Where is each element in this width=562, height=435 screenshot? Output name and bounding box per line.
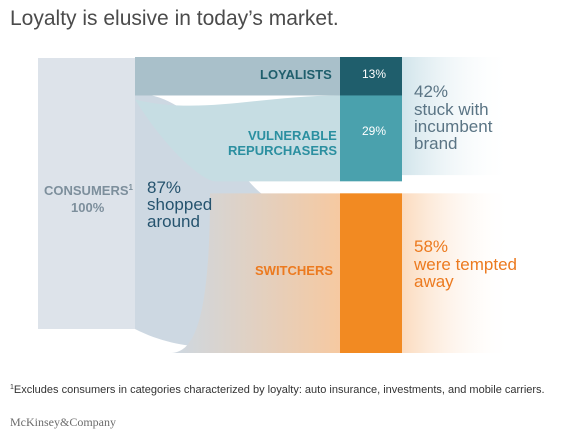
- tempted-line2: away: [414, 272, 454, 291]
- tempted-line1: were tempted: [414, 255, 517, 274]
- chart-title: Loyalty is elusive in today’s market.: [10, 7, 339, 30]
- stuck-value: 42%: [414, 82, 449, 101]
- shopped-value: 87%: [147, 178, 182, 197]
- loyalists-flow: [135, 57, 340, 96]
- vulnerable-flow: [135, 95, 340, 182]
- shopped-text-line2: around: [147, 212, 200, 231]
- vulnerable-label-line1: VULNERABLE: [248, 128, 337, 143]
- loyalists-label: LOYALISTS: [260, 67, 332, 82]
- switchers-bar: [340, 193, 402, 353]
- stuck-line1: stuck with: [414, 100, 489, 119]
- vulnerable-value: 29%: [362, 124, 387, 138]
- brand-logo: McKinsey&Company: [10, 415, 116, 429]
- shopped-text-line1: shopped: [147, 195, 213, 214]
- loyalists-bar: [340, 57, 402, 96]
- switchers-label: SWITCHERS: [255, 263, 333, 278]
- consumers-value: 100%: [71, 200, 105, 215]
- switchers-flow: [170, 193, 340, 353]
- tempted-value: 58%: [414, 237, 449, 256]
- consumers-label: CONSUMERS1: [44, 183, 133, 198]
- stuck-line3: brand: [414, 134, 458, 153]
- tempted-band: [402, 193, 512, 353]
- stuck-line2: incumbent: [414, 117, 493, 136]
- vulnerable-label-line2: REPURCHASERS: [228, 143, 338, 158]
- sankey-chart: [38, 57, 512, 353]
- stuck-band: [402, 57, 512, 176]
- footnote: 1Excludes consumers in categories charac…: [10, 384, 545, 396]
- loyalists-value: 13%: [362, 67, 387, 81]
- vulnerable-bar: [340, 95, 402, 182]
- consumers-node: [38, 58, 135, 329]
